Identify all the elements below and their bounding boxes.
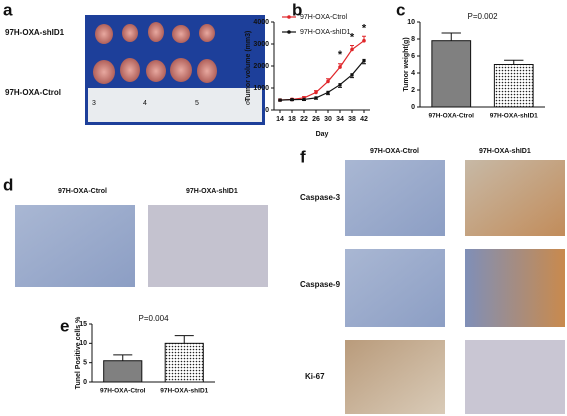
series-line bbox=[279, 60, 365, 101]
x-tick-label: 42 bbox=[360, 116, 368, 123]
panel-letter: b bbox=[292, 0, 302, 19]
point bbox=[362, 38, 366, 43]
y-tick-label: 5 bbox=[83, 360, 87, 367]
ihc-image bbox=[15, 205, 135, 287]
y-axis-label: Tumor weight(g) bbox=[403, 37, 410, 91]
point bbox=[362, 58, 366, 63]
point bbox=[326, 90, 330, 94]
y-tick-label: 10 bbox=[79, 340, 87, 347]
significance: * bbox=[362, 23, 367, 35]
ihc-image bbox=[148, 205, 268, 287]
column-label: 97H-OXA-shID1 bbox=[186, 188, 238, 195]
y-tick-label: 0 bbox=[265, 107, 269, 114]
x-tick-label: 97H-OXA-shID1 bbox=[490, 113, 538, 120]
significance: * bbox=[350, 31, 355, 43]
x-tick-label: 30 bbox=[324, 116, 332, 123]
legend-marker bbox=[287, 15, 291, 19]
point bbox=[290, 98, 294, 102]
x-tick-label: 38 bbox=[348, 116, 356, 123]
tumor-photo bbox=[85, 15, 265, 125]
bar bbox=[431, 40, 472, 108]
row-label: Caspase-3 bbox=[300, 193, 341, 202]
error-bar bbox=[504, 59, 524, 65]
panel-letter: d bbox=[3, 175, 13, 194]
error-bar bbox=[113, 354, 133, 361]
panel-letter: a bbox=[3, 0, 13, 19]
bar bbox=[493, 64, 534, 108]
y-tick-label: 6 bbox=[411, 53, 415, 60]
panel-letter: c bbox=[396, 0, 405, 19]
y-axis-label: Tunel Positive cells % bbox=[75, 316, 82, 389]
x-tick-label: 97H-OXA-shID1 bbox=[160, 388, 208, 395]
bar bbox=[103, 360, 143, 383]
y-tick-label: 15 bbox=[79, 321, 87, 328]
point bbox=[302, 97, 306, 102]
bar bbox=[164, 342, 204, 383]
x-tick-label: 18 bbox=[288, 116, 296, 123]
x-tick-label: 22 bbox=[300, 116, 308, 123]
ihc-grid bbox=[345, 160, 565, 414]
x-axis-label: Day bbox=[316, 131, 329, 138]
point bbox=[350, 73, 354, 77]
point bbox=[314, 90, 318, 95]
y-tick-label: 0 bbox=[83, 379, 87, 386]
y-tick-label: 1000 bbox=[253, 85, 269, 92]
point bbox=[314, 96, 318, 100]
legend-marker bbox=[287, 30, 291, 34]
point bbox=[338, 83, 342, 87]
p-value: P=0.002 bbox=[467, 12, 498, 21]
ruler-number: 6 bbox=[246, 100, 250, 107]
panel-letter: e bbox=[60, 316, 69, 335]
panel-letter: f bbox=[300, 147, 306, 166]
legend-label: 97H-OXA-shID1 bbox=[300, 29, 351, 36]
y-tick-label: 2 bbox=[411, 87, 415, 94]
point bbox=[338, 65, 342, 69]
column-label: 97H-OXA-Ctrol bbox=[58, 188, 107, 195]
ruler-number: 4 bbox=[143, 100, 147, 107]
y-tick-label: 8 bbox=[411, 36, 415, 43]
ruler-number: 5 bbox=[195, 100, 199, 107]
row-label: Caspase-9 bbox=[300, 280, 341, 289]
legend-label: 97H-OXA-Ctrol bbox=[300, 14, 348, 21]
x-tick-label: 26 bbox=[312, 116, 320, 123]
error-bar bbox=[441, 32, 461, 41]
significance: * bbox=[338, 49, 343, 61]
y-tick-label: 4000 bbox=[253, 19, 269, 26]
point bbox=[278, 98, 282, 102]
row-label: Ki-67 bbox=[305, 372, 325, 381]
point bbox=[326, 79, 330, 84]
p-value: P=0.004 bbox=[138, 314, 169, 323]
y-tick-label: 0 bbox=[411, 104, 415, 111]
row-label: 97H-OXA-Ctrol bbox=[5, 88, 61, 97]
error-bar bbox=[174, 335, 194, 344]
row-label: 97H-OXA-shID1 bbox=[5, 28, 65, 37]
x-tick-label: 14 bbox=[276, 116, 284, 123]
x-tick-label: 97H-OXA-Ctrol bbox=[428, 113, 474, 120]
x-tick-label: 97H-OXA-Ctrol bbox=[100, 388, 146, 395]
y-tick-label: 3000 bbox=[253, 41, 269, 48]
y-tick-label: 4 bbox=[411, 70, 415, 77]
y-tick-label: 10 bbox=[407, 19, 415, 26]
column-label: 97H-OXA-shID1 bbox=[479, 148, 531, 155]
y-axis-label: Tumor volume (mm3) bbox=[245, 31, 252, 102]
column-label: 97H-OXA-Ctrol bbox=[370, 148, 419, 155]
x-tick-label: 34 bbox=[336, 116, 344, 123]
ruler-number: 3 bbox=[92, 100, 96, 107]
point bbox=[350, 47, 354, 52]
y-tick-label: 2000 bbox=[253, 63, 269, 70]
